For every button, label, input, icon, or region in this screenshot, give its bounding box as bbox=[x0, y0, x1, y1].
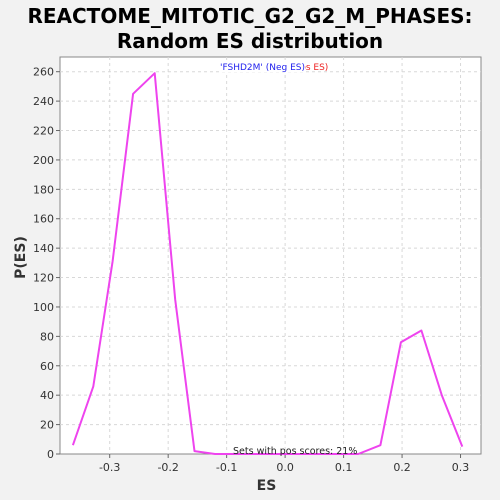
y-tick-label: 260 bbox=[33, 66, 54, 79]
y-tick-label: 200 bbox=[33, 154, 54, 167]
grid-lines bbox=[60, 57, 481, 454]
x-tick-label: 0.1 bbox=[335, 461, 353, 474]
y-tick-label: 60 bbox=[40, 360, 54, 373]
legend-neg-backing bbox=[219, 61, 305, 72]
y-tick-label: 100 bbox=[33, 301, 54, 314]
pos-scores-annotation: Sets with pos scores: 21% bbox=[233, 446, 357, 457]
x-tick-label: 0.2 bbox=[393, 461, 411, 474]
y-tick-label: 0 bbox=[47, 448, 54, 461]
y-tick-label: 20 bbox=[40, 419, 54, 432]
series-group bbox=[71, 72, 464, 455]
chart-title-line1: REACTOME_MITOTIC_G2_G2_M_PHASES: bbox=[27, 4, 473, 28]
chart-title-line2: Random ES distribution bbox=[116, 29, 384, 53]
y-axis-label: P(ES) bbox=[13, 236, 29, 279]
es-distribution-line bbox=[71, 72, 464, 455]
legend: 'FSHD2M' (Pos ES) 'FSHD2M' (Neg ES) bbox=[219, 61, 328, 73]
x-axis-label: ES bbox=[257, 478, 277, 494]
x-tick-label: 0.3 bbox=[452, 461, 470, 474]
y-tick-label: 40 bbox=[40, 389, 54, 402]
x-tick-label: -0.2 bbox=[157, 461, 178, 474]
y-tick-label: 220 bbox=[33, 125, 54, 138]
y-tick-label: 240 bbox=[33, 95, 54, 108]
y-tick-label: 180 bbox=[33, 183, 54, 196]
legend-neg-label: 'FSHD2M' (Neg ES) bbox=[220, 63, 305, 73]
y-tick-label: 160 bbox=[33, 213, 54, 226]
x-tick-label: 0.0 bbox=[276, 461, 294, 474]
chart-title: REACTOME_MITOTIC_G2_G2_M_PHASES: Random … bbox=[0, 4, 500, 54]
y-tick-label: 140 bbox=[33, 242, 54, 255]
y-axis-ticks: 0 20 40 60 80 100 120 140 160 180 200 220 240 260 bbox=[33, 66, 60, 461]
x-tick-label: -0.3 bbox=[99, 461, 120, 474]
y-tick-label: 80 bbox=[40, 330, 54, 343]
x-tick-label: -0.1 bbox=[216, 461, 237, 474]
y-tick-label: 120 bbox=[33, 272, 54, 285]
plot-area bbox=[59, 56, 482, 455]
x-axis-ticks: -0.3 -0.2 -0.1 0.0 0.1 0.2 0.3 bbox=[99, 454, 469, 474]
